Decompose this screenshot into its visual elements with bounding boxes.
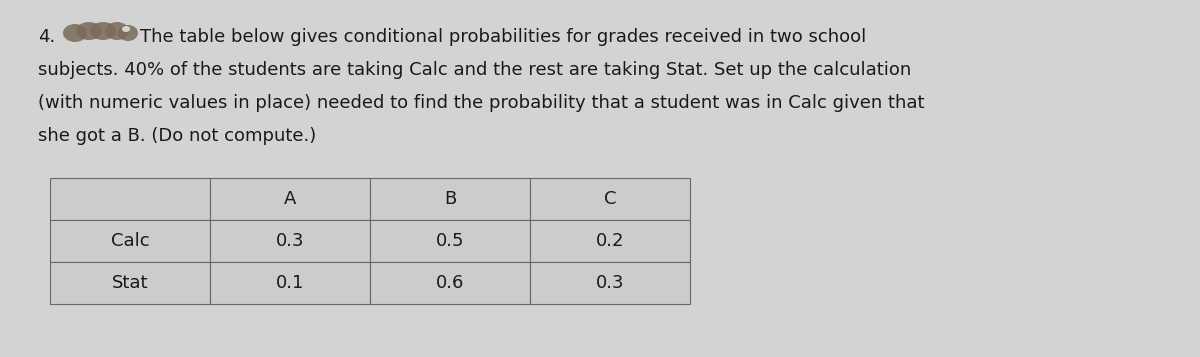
Bar — [50, 220, 210, 262]
Text: Calc: Calc — [110, 232, 149, 250]
Text: C: C — [604, 190, 617, 208]
Text: B: B — [444, 190, 456, 208]
Text: 0.1: 0.1 — [276, 274, 304, 292]
Text: 0.3: 0.3 — [276, 232, 305, 250]
Text: 0.3: 0.3 — [595, 274, 624, 292]
Ellipse shape — [118, 25, 138, 41]
Bar — [210, 178, 370, 220]
Text: 4.: 4. — [38, 28, 55, 46]
Text: 0.2: 0.2 — [595, 232, 624, 250]
Text: subjects. 40% of the students are taking Calc and the rest are taking Stat. Set : subjects. 40% of the students are taking… — [38, 61, 911, 79]
Ellipse shape — [90, 22, 116, 40]
Bar — [210, 262, 370, 304]
Bar — [50, 178, 210, 220]
Ellipse shape — [106, 22, 130, 40]
Ellipse shape — [64, 24, 88, 42]
Bar — [370, 178, 530, 220]
Text: 0.5: 0.5 — [436, 232, 464, 250]
Bar — [530, 220, 690, 262]
Text: (with numeric values in place) needed to find the probability that a student was: (with numeric values in place) needed to… — [38, 94, 924, 112]
Bar — [530, 178, 690, 220]
Bar — [50, 262, 210, 304]
Text: The table below gives conditional probabilities for grades received in two schoo: The table below gives conditional probab… — [140, 28, 866, 46]
Text: 0.6: 0.6 — [436, 274, 464, 292]
Bar — [370, 220, 530, 262]
Text: she got a B. (Do not compute.): she got a B. (Do not compute.) — [38, 127, 317, 145]
Text: Stat: Stat — [112, 274, 149, 292]
Text: A: A — [284, 190, 296, 208]
Ellipse shape — [122, 26, 130, 32]
Ellipse shape — [76, 22, 102, 40]
Bar — [210, 220, 370, 262]
Bar — [530, 262, 690, 304]
Bar — [370, 262, 530, 304]
